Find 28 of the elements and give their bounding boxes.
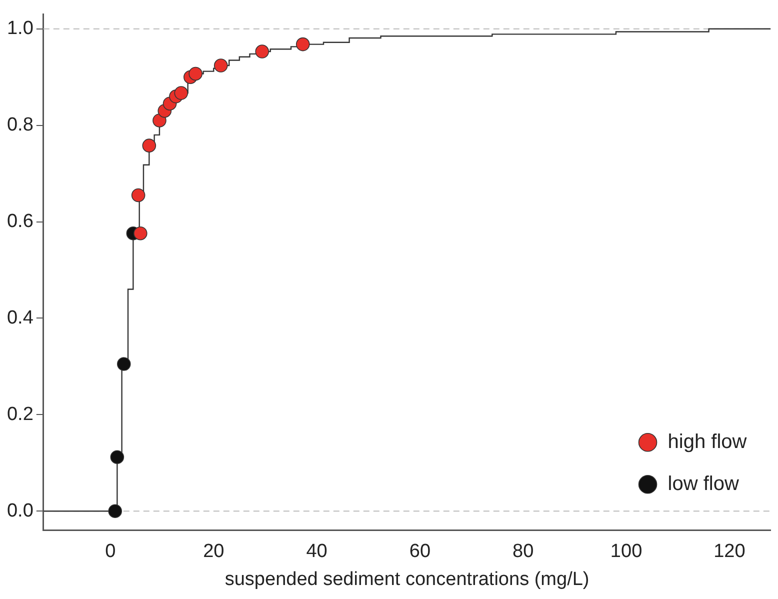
point: [110, 450, 124, 464]
y-tick-label: 1.0: [6, 18, 34, 40]
y-tick-label: 0.8: [6, 114, 34, 136]
point: [188, 66, 202, 81]
legend-label: high flow: [668, 430, 748, 453]
x-tick-label: 40: [306, 541, 328, 562]
point: [108, 504, 122, 518]
y-tick-label: 0.0: [6, 500, 34, 522]
point: [174, 86, 188, 100]
y-tick-label: 0.6: [6, 211, 34, 232]
x-tick-label: 80: [512, 541, 534, 562]
x-tick-label: 120: [714, 541, 746, 562]
x-axis-title: suspended sediment concentrations (mg/L): [224, 568, 590, 590]
point: [296, 37, 310, 52]
point: [255, 44, 270, 58]
point: [214, 58, 228, 72]
point: [133, 226, 148, 240]
y-tick-label: 0.4: [6, 307, 34, 328]
point: [116, 357, 131, 371]
point: [152, 114, 166, 128]
x-tick-label: 100: [610, 541, 642, 562]
legend-label: low flow: [668, 472, 740, 495]
x-tick-label: 60: [409, 541, 431, 562]
x-tick-label: 20: [203, 541, 224, 562]
x-tick-label: 0: [105, 541, 116, 562]
point: [131, 188, 146, 202]
y-tick-label: 0.2: [6, 404, 34, 425]
point: [142, 138, 156, 152]
